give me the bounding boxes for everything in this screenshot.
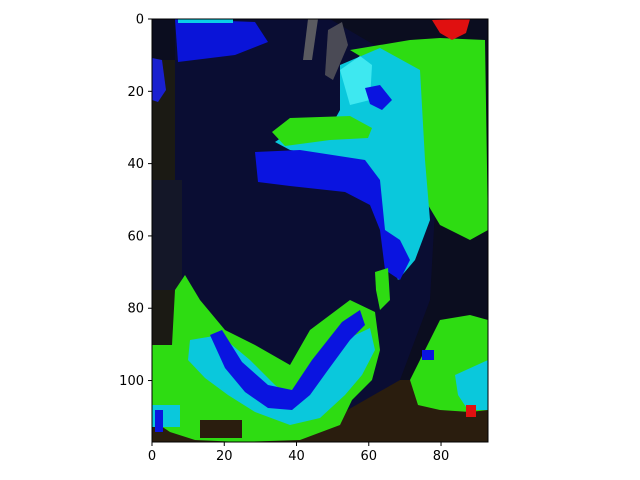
y-axis-ticks: 0 20 40 60 80 100	[119, 13, 152, 389]
gray-stripe-2	[325, 22, 348, 80]
cyan-highlight	[340, 56, 372, 105]
left-lower-dark	[152, 180, 182, 290]
x-tick-label: 60	[361, 449, 378, 464]
y-tick-label: 60	[127, 229, 144, 244]
right-green-region	[350, 38, 488, 240]
lower-blue-band	[210, 310, 365, 410]
blue-band	[255, 150, 410, 280]
y-tick-label: 100	[119, 374, 144, 389]
right-lower-cyan	[455, 360, 488, 410]
x-tick-label: 20	[216, 449, 233, 464]
segmentation-image	[152, 19, 488, 442]
y-tick-label: 80	[127, 302, 144, 317]
x-tick-label: 40	[288, 449, 305, 464]
blue-bits-top	[365, 85, 392, 110]
gray-stripe-1	[303, 19, 318, 60]
lower-dark-patch	[200, 420, 242, 438]
cyan-upper-region	[275, 48, 430, 280]
y-tick-label: 0	[136, 13, 144, 28]
lower-left-blue	[155, 410, 163, 432]
green-cap-left	[272, 116, 372, 146]
x-tick-label: 80	[433, 449, 450, 464]
y-tick-label: 40	[127, 157, 144, 172]
red-spot-bottom	[466, 405, 476, 417]
y-tick-label: 20	[127, 85, 144, 100]
left-edge-blue	[152, 58, 166, 102]
top-blue-blob	[175, 19, 268, 62]
axes-frame	[151, 18, 489, 443]
x-axis-ticks: 0 20 40 60 80	[148, 442, 449, 464]
blue-spot-bottom	[422, 350, 434, 360]
red-spot-top	[432, 19, 470, 40]
top-cyan-line	[178, 19, 233, 23]
green-mid-stripe	[375, 268, 390, 310]
x-tick-label: 0	[148, 449, 156, 464]
